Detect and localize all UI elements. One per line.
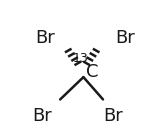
Text: Br: Br	[115, 29, 135, 47]
Text: Br: Br	[36, 29, 55, 47]
Text: 13: 13	[72, 52, 88, 65]
Text: Br: Br	[103, 107, 123, 125]
Text: Br: Br	[32, 107, 52, 125]
Text: C: C	[86, 63, 98, 81]
